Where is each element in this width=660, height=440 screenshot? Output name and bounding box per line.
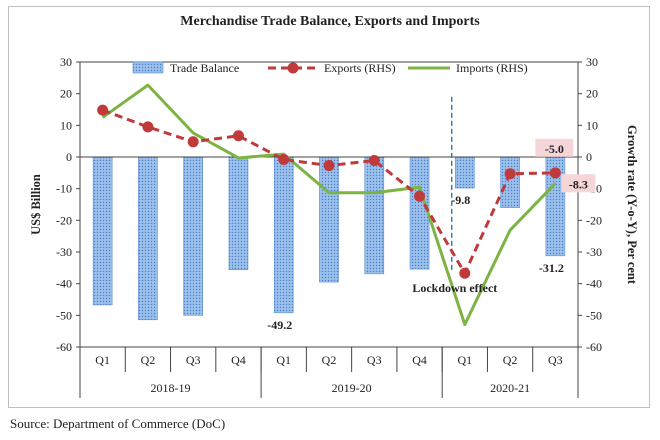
y2-axis-title: Growth rate (Y-o-Y), Per cent [625,125,639,285]
y2-tick-label: 20 [586,87,598,101]
trade-balance-bar [228,156,249,271]
y-tick-label: 10 [60,118,72,132]
legend-imports-label: Imports (RHS) [456,61,528,75]
data-label: -9.8 [451,193,470,207]
x-tick-label: Q3 [367,353,382,367]
year-group-label: 2019-20 [332,381,372,395]
trade-balance-bar [319,156,339,283]
exports-point [97,104,109,116]
exports-point [414,190,426,202]
exports-point [232,130,244,142]
data-label: -5.0 [545,142,564,156]
y2-tick-label: -20 [586,213,602,227]
data-label: -8.3 [569,177,588,191]
y-tick-label: -10 [56,182,72,196]
exports-point [504,168,516,180]
trade-balance-bar [138,156,158,321]
y2-tick-label: -40 [586,277,602,291]
trade-balance-bar [500,156,520,208]
highlight-box [535,138,574,157]
exports-point [368,154,380,166]
x-tick-label: Q1 [457,353,472,367]
year-group-label: 2020-21 [490,381,530,395]
y2-tick-label: 10 [586,118,598,132]
lockdown-label: Lockdown effect [412,281,497,295]
legend-trade-balance-swatch [132,61,164,74]
y2-tick-label: -50 [586,308,602,322]
exports-point [459,267,471,279]
y2-tick-label: -30 [586,245,602,259]
x-tick-label: Q2 [322,353,337,367]
y-tick-label: -50 [56,308,72,322]
data-label: -31.2 [539,261,564,275]
chart-title: Merchandise Trade Balance, Exports and I… [180,14,480,29]
exports-point [187,136,199,148]
plot-border [79,61,579,348]
y-tick-label: -30 [56,245,72,259]
legend-exports-label: Exports (RHS) [324,61,396,75]
y-axis-title: US$ Billion [29,174,43,235]
x-tick-label: Q3 [186,353,201,367]
y-tick-label: 0 [66,150,72,164]
y2-tick-label: 0 [586,150,592,164]
y-tick-label: 20 [60,87,72,101]
chart-frame [8,6,650,408]
exports-point [142,121,154,133]
y-tick-label: -60 [56,340,72,354]
x-tick-label: Q4 [412,353,427,367]
y-tick-label: -20 [56,213,72,227]
trade-balance-bar [273,156,294,314]
x-tick-label: Q1 [276,353,291,367]
trade-balance-bar [455,156,475,189]
trade-balance-bar [183,156,203,316]
exports-point [278,154,290,166]
highlight-box [561,174,596,193]
trade-balance-bar [409,156,430,270]
legend-trade-balance-label: Trade Balance [170,61,239,75]
y2-tick-label: -60 [586,340,602,354]
x-tick-label: Q2 [503,353,518,367]
y-tick-label: -40 [56,277,72,291]
trade-balance-bar [92,156,113,306]
data-label: -49.2 [267,318,292,332]
exports-point [323,160,335,172]
x-tick-label: Q3 [548,353,563,367]
y-tick-label: 30 [60,55,72,69]
x-tick-label: Q1 [95,353,110,367]
source-note: Source: Department of Commerce (DoC) [10,416,226,431]
x-tick-label: Q4 [231,353,246,367]
exports-point [549,167,561,179]
legend-exports-marker [287,62,299,74]
year-group-label: 2018-19 [151,381,191,395]
imports-line [101,83,557,327]
trade-balance-bar [364,156,385,275]
x-tick-label: Q2 [141,353,156,367]
y2-tick-label: 30 [586,55,598,69]
